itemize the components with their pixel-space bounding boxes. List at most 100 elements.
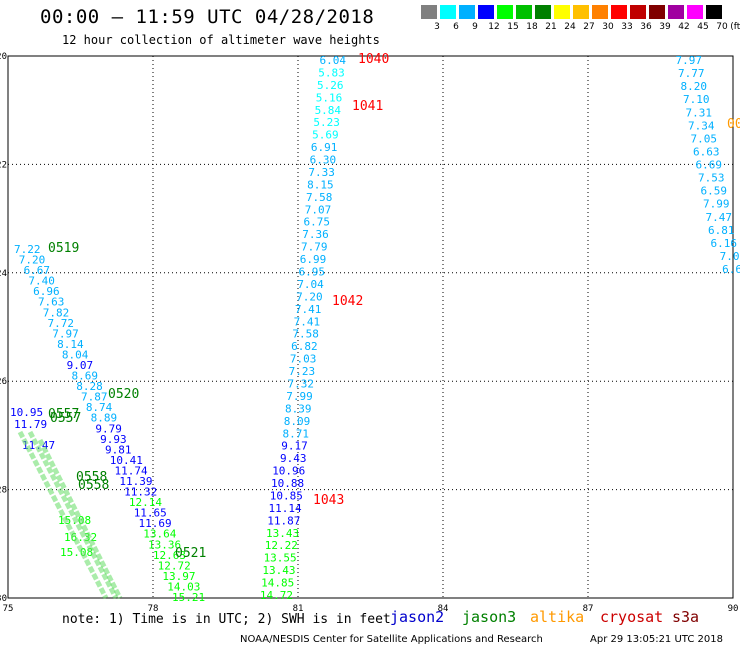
- satellite-jason2: jason2: [390, 608, 445, 626]
- wave-value: 6.59: [701, 185, 728, 198]
- lat-tick-label: -30: [0, 594, 7, 604]
- wave-value: 5.23: [313, 116, 340, 129]
- lat-tick-label: -20: [0, 52, 7, 62]
- wave-value: 13.36: [148, 538, 181, 551]
- wave-value: 8.89: [91, 412, 118, 425]
- track-label: 1040: [358, 52, 389, 67]
- wave-value: 7.0: [720, 250, 740, 263]
- legend-label: 30: [602, 22, 614, 32]
- lon-tick-label: 75: [3, 604, 14, 614]
- legend-unit: (ft): [730, 22, 740, 32]
- wave-value: 11.65: [134, 507, 167, 520]
- wave-value: 12.14: [129, 496, 162, 509]
- footer-timestamp: Apr 29 13:05:21 UTC 2018: [590, 634, 723, 645]
- legend-label: 6: [453, 22, 459, 32]
- legend-label: 12: [488, 22, 500, 32]
- wave-value: 6.30: [310, 154, 337, 167]
- legend-label: 24: [564, 22, 576, 32]
- legend-swatch: [649, 5, 665, 19]
- wave-value: 11.74: [115, 464, 148, 477]
- legend-label: 9: [472, 22, 478, 32]
- wave-value: 6.96: [33, 285, 60, 298]
- wave-value: 7.87: [81, 391, 108, 404]
- wave-value: 6.63: [693, 145, 720, 158]
- legend-swatch: [573, 5, 589, 19]
- wave-value: 8.20: [681, 80, 708, 93]
- wave-value: 9.17: [281, 440, 308, 453]
- legend-label: 33: [621, 22, 633, 32]
- wave-value: 12.63: [153, 549, 186, 562]
- wave-value: 11.14: [269, 502, 302, 515]
- wave-value: 6.69: [696, 159, 723, 172]
- track-label: 0558: [76, 470, 107, 485]
- wave-value: 5.26: [317, 79, 344, 92]
- wave-value: 14.03: [167, 580, 200, 593]
- legend-swatch: [554, 5, 570, 19]
- wave-value: 5.16: [316, 91, 343, 104]
- wave-value: 7.23: [289, 365, 316, 378]
- legend-swatch: [459, 5, 475, 19]
- wave-value: 7.36: [302, 228, 329, 241]
- wave-value: 10.85: [270, 489, 303, 502]
- track-label: 1043: [313, 493, 344, 508]
- wave-value: 6.82: [291, 340, 318, 353]
- legend-swatch: [421, 5, 437, 19]
- wave-value: 7.99: [286, 390, 313, 403]
- wave-value: 7.41: [295, 303, 322, 316]
- wave-value: 8.74: [86, 401, 113, 414]
- legend-swatch: [592, 5, 608, 19]
- wave-value: 10.41: [110, 454, 143, 467]
- wave-value: 7.07: [305, 203, 332, 216]
- dense-track-band: [27, 430, 119, 600]
- wave-value: 6.16: [711, 237, 738, 250]
- track-label: 0557: [50, 411, 81, 426]
- wave-value: 8.15: [307, 178, 334, 191]
- wave-value: 6.91: [311, 141, 338, 154]
- wave-value: 8.14: [57, 338, 84, 351]
- legend-label: 39: [659, 22, 671, 32]
- wave-value: 14.85: [261, 577, 294, 590]
- legend-swatch: [535, 5, 551, 19]
- wave-value: 8.69: [71, 370, 98, 383]
- wave-value: 7.77: [678, 67, 705, 80]
- legend-label: 42: [678, 22, 690, 32]
- wave-value: 8.04: [62, 348, 89, 361]
- track-label: 0519: [48, 241, 79, 256]
- wave-value: 7.05: [691, 132, 718, 145]
- lon-tick-label: 84: [438, 604, 449, 614]
- legend-label: 3: [434, 22, 440, 32]
- wave-value: 8.71: [283, 427, 310, 440]
- wave-value: 7.47: [706, 211, 733, 224]
- wave-value: 6.95: [299, 266, 326, 279]
- track-label: 1042: [332, 294, 363, 309]
- wave-value: 11.87: [267, 514, 300, 527]
- wave-value: 7.58: [292, 328, 319, 341]
- wave-value: 13.43: [262, 564, 295, 577]
- wave-value: 7.97: [52, 327, 79, 340]
- wave-value: 7.97: [676, 54, 703, 67]
- map-frame: [7, 55, 734, 599]
- wave-value: 7.41: [294, 315, 321, 328]
- lat-tick-label: -22: [0, 160, 7, 170]
- wave-value: 7.32: [287, 377, 314, 390]
- wave-value: 7.99: [703, 198, 730, 211]
- legend-label: 70: [716, 22, 728, 32]
- wave-value: 7.31: [686, 106, 713, 119]
- wave-value: 12.22: [265, 539, 298, 552]
- wave-value: 7.33: [308, 166, 335, 179]
- wave-value: 11.69: [138, 517, 171, 530]
- legend-label: 21: [545, 22, 557, 32]
- wave-value: 7.72: [48, 317, 75, 330]
- lat-tick-label: -28: [0, 486, 7, 496]
- satellite-jason3: jason3: [462, 608, 517, 626]
- track-label: 00: [727, 117, 740, 132]
- wave-value: 13.97: [162, 570, 195, 583]
- wave-value: 7.10: [683, 93, 710, 106]
- wave-value: 6.04: [320, 54, 347, 67]
- wave-value: 7.63: [38, 296, 65, 309]
- lon-tick-label: 90: [728, 604, 739, 614]
- wave-value: 5.69: [312, 129, 339, 142]
- dense-track-band: [37, 438, 123, 600]
- page-subtitle: 12 hour collection of altimeter wave hei…: [62, 33, 380, 47]
- track-label: 0520: [108, 387, 139, 402]
